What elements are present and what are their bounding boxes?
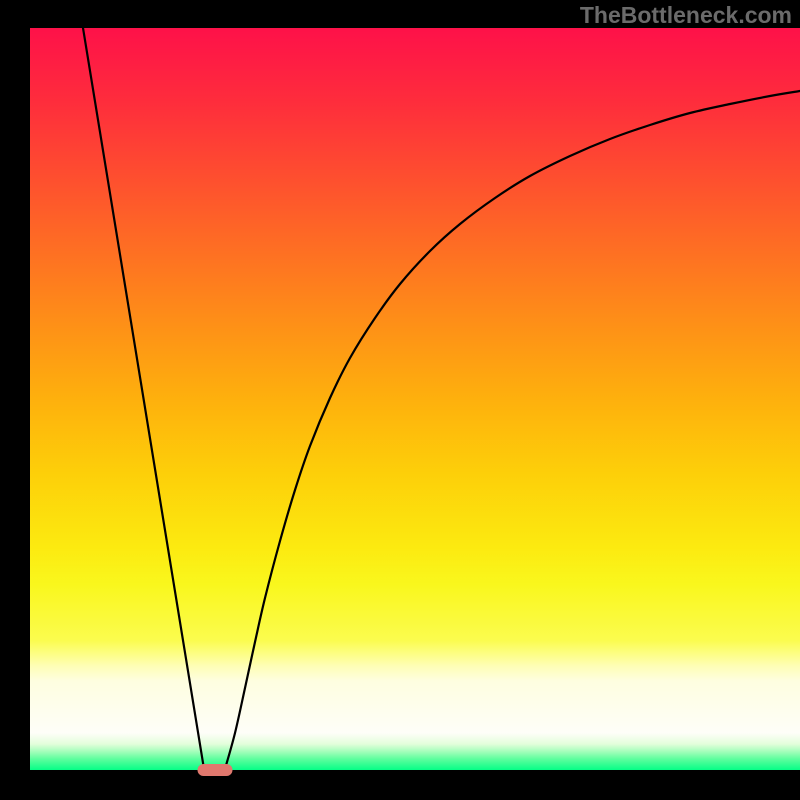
- target-marker: [198, 764, 233, 776]
- watermark-label: TheBottleneck.com: [580, 2, 792, 29]
- bottleneck-chart: [0, 0, 800, 800]
- gradient-background: [30, 28, 800, 770]
- chart-container: TheBottleneck.com: [0, 0, 800, 800]
- plot-area: [30, 28, 800, 776]
